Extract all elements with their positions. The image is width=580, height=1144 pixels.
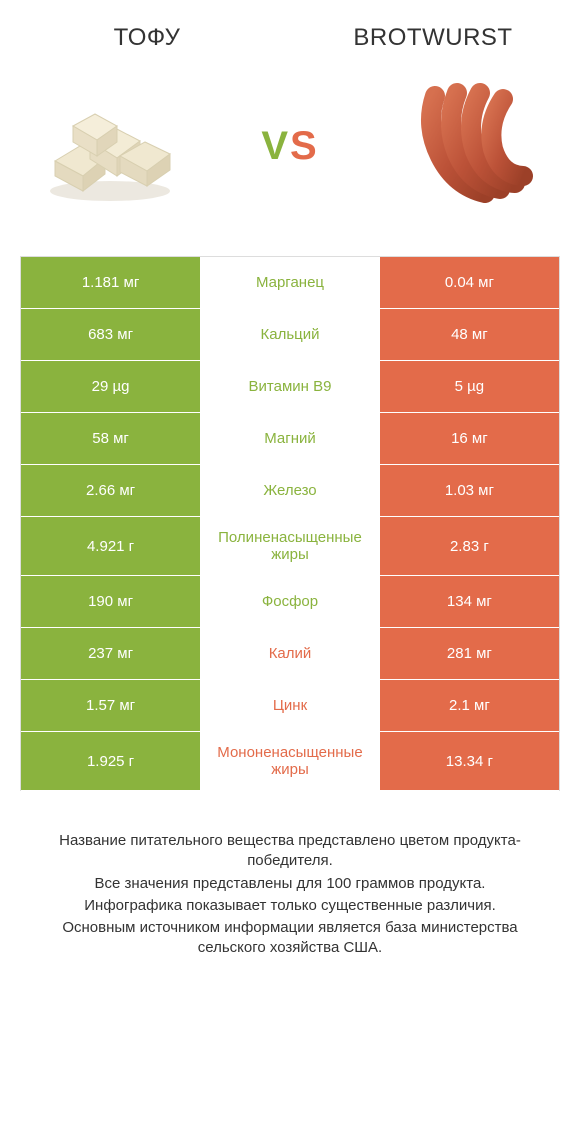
cell-left-value: 4.921 г xyxy=(21,517,200,575)
cell-right-value: 281 мг xyxy=(380,628,559,679)
cell-right-value: 0.04 мг xyxy=(380,257,559,308)
cell-nutrient-name: Железо xyxy=(200,465,380,516)
table-row: 58 мгМагний16 мг xyxy=(21,413,559,465)
cell-right-value: 5 µg xyxy=(380,361,559,412)
table-row: 1.57 мгЦинк2.1 мг xyxy=(21,680,559,732)
footer-line-2: Все значения представлены для 100 граммо… xyxy=(40,874,540,894)
tofu-image xyxy=(30,76,190,216)
title-right: BROTWURST xyxy=(316,24,550,52)
cell-nutrient-name: Цинк xyxy=(200,680,380,731)
table-row: 29 µgВитамин B95 µg xyxy=(21,361,559,413)
cell-nutrient-name: Магний xyxy=(200,413,380,464)
vs-s: S xyxy=(290,124,319,168)
table-row: 190 мгФосфор134 мг xyxy=(21,576,559,628)
vs-v: V xyxy=(261,124,290,168)
cell-right-value: 2.1 мг xyxy=(380,680,559,731)
cell-nutrient-name: Мононенасыщенные жиры xyxy=(200,732,380,790)
cell-right-value: 134 мг xyxy=(380,576,559,627)
table-row: 4.921 гПолиненасыщенные жиры2.83 г xyxy=(21,517,559,576)
cell-nutrient-name: Калий xyxy=(200,628,380,679)
cell-right-value: 2.83 г xyxy=(380,517,559,575)
table-row: 1.181 мгМарганец0.04 мг xyxy=(21,257,559,309)
sausage-image xyxy=(390,76,550,216)
cell-left-value: 237 мг xyxy=(21,628,200,679)
table-row: 2.66 мгЖелезо1.03 мг xyxy=(21,465,559,517)
images-row: VS xyxy=(20,76,560,216)
title-left: ТОФУ xyxy=(30,24,264,52)
cell-right-value: 48 мг xyxy=(380,309,559,360)
footer-line-4: Основным источником информации является … xyxy=(40,918,540,959)
cell-left-value: 29 µg xyxy=(21,361,200,412)
cell-nutrient-name: Полиненасыщенные жиры xyxy=(200,517,380,575)
cell-left-value: 2.66 мг xyxy=(21,465,200,516)
vs-label: VS xyxy=(261,124,318,169)
comparison-table: 1.181 мгМарганец0.04 мг683 мгКальций48 м… xyxy=(20,256,560,791)
table-row: 683 мгКальций48 мг xyxy=(21,309,559,361)
cell-right-value: 1.03 мг xyxy=(380,465,559,516)
cell-left-value: 1.181 мг xyxy=(21,257,200,308)
sausage-icon xyxy=(405,81,535,211)
cell-nutrient-name: Фосфор xyxy=(200,576,380,627)
table-row: 237 мгКалий281 мг xyxy=(21,628,559,680)
cell-left-value: 1.925 г xyxy=(21,732,200,790)
cell-nutrient-name: Марганец xyxy=(200,257,380,308)
cell-left-value: 58 мг xyxy=(21,413,200,464)
cell-left-value: 683 мг xyxy=(21,309,200,360)
cell-right-value: 16 мг xyxy=(380,413,559,464)
cell-left-value: 1.57 мг xyxy=(21,680,200,731)
tofu-icon xyxy=(35,86,185,206)
footer: Название питательного вещества представл… xyxy=(20,831,560,959)
footer-line-3: Инфографика показывает только существенн… xyxy=(40,896,540,916)
cell-nutrient-name: Кальций xyxy=(200,309,380,360)
cell-nutrient-name: Витамин B9 xyxy=(200,361,380,412)
footer-line-1: Название питательного вещества представл… xyxy=(40,831,540,872)
cell-left-value: 190 мг xyxy=(21,576,200,627)
table-row: 1.925 гМононенасыщенные жиры13.34 г xyxy=(21,732,559,791)
header: ТОФУ BROTWURST xyxy=(20,24,560,52)
cell-right-value: 13.34 г xyxy=(380,732,559,790)
